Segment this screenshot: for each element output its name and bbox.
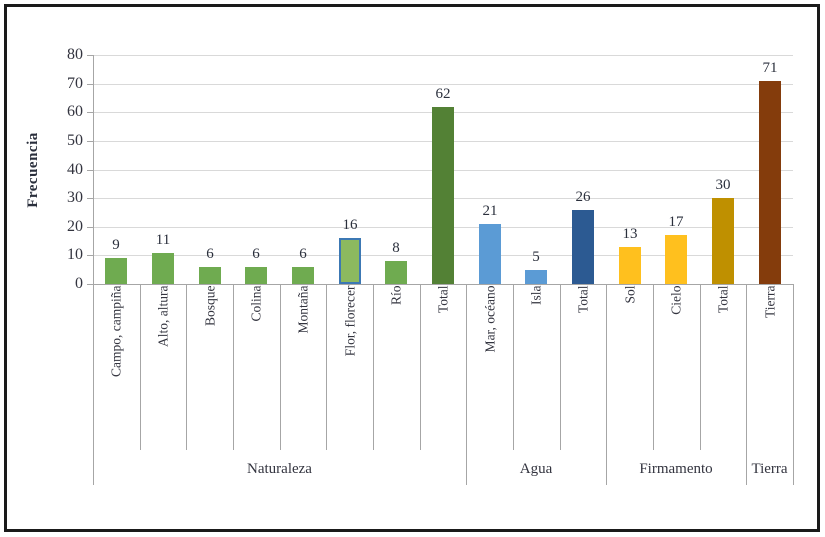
axis-separator	[746, 284, 747, 485]
category-label: Total	[435, 285, 451, 314]
y-tick-mark	[87, 226, 93, 228]
bar-value-label: 17	[668, 214, 684, 230]
bar	[152, 253, 174, 284]
bar	[199, 267, 221, 284]
bar-value-label: 13	[622, 226, 638, 242]
y-axis-line	[93, 55, 94, 485]
y-tick-label: 80	[67, 46, 83, 63]
category-label: Colina	[248, 285, 264, 322]
axis-separator	[186, 284, 187, 450]
bar	[339, 238, 361, 284]
gridline	[93, 55, 793, 56]
category-label: Total	[715, 285, 731, 314]
y-tick-mark	[87, 55, 93, 56]
bar	[619, 247, 641, 284]
bar	[665, 235, 687, 284]
x-axis-line	[93, 284, 793, 285]
bar-value-label: 62	[435, 86, 451, 102]
gridline	[93, 83, 793, 85]
bar	[432, 107, 454, 284]
category-label: Bosque	[202, 285, 218, 327]
y-tick-mark	[87, 140, 93, 142]
bar	[479, 224, 501, 284]
bar-value-label: 6	[299, 246, 307, 262]
bar	[759, 81, 781, 284]
bar-value-label: 6	[206, 246, 214, 262]
y-tick-label: 20	[67, 217, 83, 235]
bar-value-label: 11	[155, 232, 171, 248]
bar	[105, 258, 127, 284]
bar	[525, 270, 547, 284]
axis-separator	[466, 284, 467, 485]
axis-separator	[513, 284, 514, 450]
bar	[712, 198, 734, 284]
bar-value-label: 26	[575, 189, 591, 205]
category-label: Tierra	[762, 285, 778, 319]
axis-separator	[280, 284, 281, 450]
axis-separator	[560, 284, 561, 450]
category-label: Cielo	[668, 285, 684, 315]
axis-separator	[373, 284, 374, 450]
group-label: Firmamento	[639, 461, 713, 477]
bar-value-label: 9	[112, 237, 120, 253]
group-label: Naturaleza	[247, 461, 312, 477]
bar	[572, 210, 594, 284]
y-tick-mark	[87, 284, 93, 285]
bar-value-label: 30	[715, 177, 731, 193]
group-label: Tierra	[751, 461, 788, 477]
axis-separator	[420, 284, 421, 450]
y-tick-label: 30	[67, 189, 83, 207]
axis-separator	[233, 284, 234, 450]
bar	[245, 267, 267, 284]
category-label: Sol	[622, 285, 638, 304]
y-tick-label: 10	[67, 246, 83, 264]
bar	[385, 261, 407, 284]
axis-separator	[700, 284, 701, 450]
y-tick-mark	[87, 255, 93, 257]
axis-separator	[606, 284, 607, 485]
category-label: Río	[388, 285, 404, 306]
bar-value-label: 16	[342, 217, 358, 233]
category-label: Alto, altura	[155, 285, 171, 347]
axis-separator	[326, 284, 327, 450]
bar-value-label: 5	[532, 249, 540, 265]
y-tick-mark	[87, 83, 93, 85]
y-tick-mark	[87, 198, 93, 200]
bar-value-label: 6	[252, 246, 260, 262]
y-tick-label: 50	[67, 131, 83, 149]
bar-value-label: 21	[482, 203, 498, 219]
axis-separator	[793, 284, 794, 485]
y-tick-label: 70	[67, 74, 83, 92]
y-tick-label: 60	[67, 103, 83, 121]
axis-separator	[140, 284, 141, 450]
group-label: Agua	[519, 461, 553, 477]
y-tick-mark	[87, 169, 93, 171]
category-label: Total	[575, 285, 591, 314]
y-tick-label: 0	[75, 275, 83, 292]
bar-value-label: 71	[762, 60, 778, 76]
y-tick-label: 40	[67, 160, 83, 178]
axis-separator	[653, 284, 654, 450]
category-label: Mar, océano	[482, 285, 498, 353]
category-label: Montaña	[295, 285, 311, 334]
category-label: Flor, florecer	[342, 285, 358, 357]
axis-separator	[93, 284, 94, 485]
y-tick-mark	[87, 112, 93, 114]
category-label: Isla	[528, 285, 544, 306]
bar-value-label: 8	[392, 240, 400, 256]
category-label: Campo, campiña	[108, 285, 124, 377]
bar	[292, 267, 314, 284]
